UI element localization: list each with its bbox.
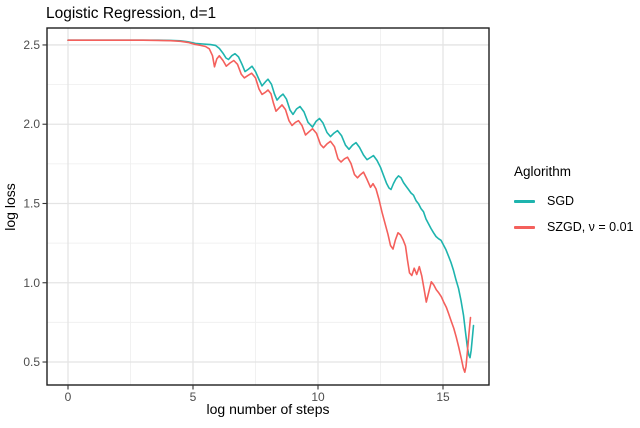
legend-title: Aglorithm <box>514 164 572 179</box>
y-tick-label: 2.5 <box>23 38 40 52</box>
y-tick-label: 1.5 <box>23 196 40 210</box>
legend-key-line-sgd <box>514 199 535 203</box>
legend-item-szgd: SZGD, ν = 0.01 <box>514 218 634 236</box>
x-tick-label: 15 <box>436 390 450 404</box>
y-tick-label: 0.5 <box>23 355 40 369</box>
panel-border <box>46 27 490 386</box>
x-axis-title: log number of steps <box>207 401 330 417</box>
x-tick-label: 5 <box>190 390 197 404</box>
y-tick-label: 1.0 <box>23 276 40 290</box>
axis-tick-labels: 0 5 10 15 0.5 1.0 1.5 2.0 2.5 <box>23 38 450 404</box>
y-axis-title: log loss <box>2 183 18 230</box>
chart-title: Logistic Regression, d=1 <box>46 5 216 22</box>
legend-label-szgd: SZGD, ν = 0.01 <box>547 220 634 234</box>
axis-ticks <box>42 44 444 390</box>
panel-layer: 0 5 10 15 0.5 1.0 1.5 2.0 2.5 <box>23 27 490 404</box>
grid-major <box>47 28 489 385</box>
legend-label-sgd: SGD <box>547 194 575 208</box>
panel-background <box>47 28 489 385</box>
legend-item-sgd: SGD <box>514 192 634 210</box>
x-tick-label: 0 <box>65 390 72 404</box>
series-line-szgd <box>67 39 472 374</box>
grid-minor <box>47 28 489 385</box>
series-line-sgd <box>67 39 475 359</box>
legend-key-line-szgd <box>514 225 535 229</box>
x-tick-label: 10 <box>311 390 325 404</box>
legend: Aglorithm SGD SZGD, ν = 0.01 <box>514 164 634 244</box>
y-tick-label: 2.0 <box>23 117 40 131</box>
